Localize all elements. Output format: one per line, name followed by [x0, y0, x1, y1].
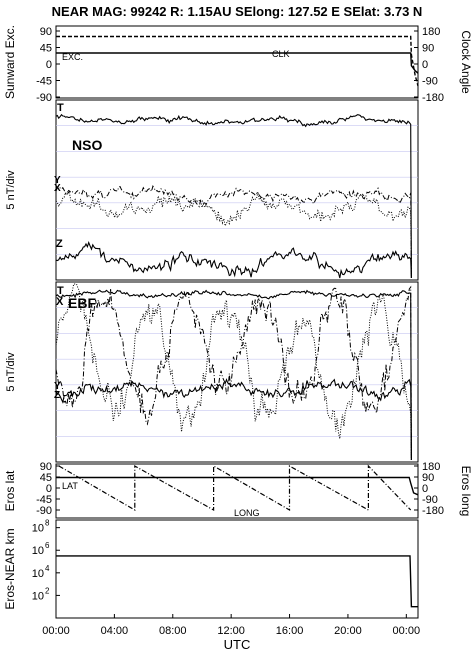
sunward-tick-label: 0 — [46, 59, 52, 71]
sunward-ylabel: Sunward Exc. — [3, 25, 17, 99]
nso-label: NSO — [72, 137, 102, 153]
x-tick-label: 12:00 — [217, 625, 245, 637]
eros-long-line — [58, 464, 412, 512]
eros-lat-tick-label: -45 — [36, 494, 52, 506]
lat-label: LAT — [62, 481, 78, 491]
ebf-component-T — [55, 289, 412, 461]
eros-lat-tick-label: 0 — [46, 483, 52, 495]
nso-component-Z — [55, 240, 412, 279]
nso-T-label: T — [57, 102, 64, 114]
clock-tick-label: 0 — [422, 59, 428, 71]
eros-long-tick-label: -90 — [422, 494, 438, 506]
panel-nso: 5 nT/div NSO T Y X Z — [5, 99, 419, 281]
nso-Y-label: Y — [54, 175, 61, 186]
clock-right-ticks: 180 90 0 -90 -180 — [414, 26, 444, 104]
clock-tick-label: -180 — [422, 92, 444, 104]
ebf-X-label: X — [56, 296, 64, 308]
sunward-left-ticks: 90 45 0 -45 -90 — [36, 26, 60, 104]
x-axis: 00:00 04:00 08:00 12:00 16:00 20:00 00:00 — [42, 614, 420, 637]
eros-lat-tick-label: -90 — [36, 505, 52, 517]
x-axis-label: UTC — [224, 637, 251, 652]
clock-ylabel: Clock Angle — [459, 30, 473, 94]
panel-ebf-frame — [55, 281, 419, 463]
ebf-ylabel: 5 nT/div — [5, 352, 17, 392]
ebf-grid — [56, 307, 418, 437]
panel-sunward-frame — [55, 25, 419, 99]
nso-component-Y — [55, 188, 412, 279]
panel-eros-frame — [55, 463, 419, 519]
x-tick-label: 16:00 — [276, 625, 304, 637]
eros-lat-ylabel: Eros lat — [3, 470, 17, 511]
ebf-series — [55, 283, 412, 461]
sunward-tick-label: -90 — [36, 92, 52, 104]
x-tick-label: 20:00 — [334, 625, 362, 637]
distance-tick-exponent: 6 — [45, 541, 50, 550]
sunward-tick-label: 90 — [40, 26, 52, 38]
nso-component-T — [55, 113, 412, 279]
x-tick-label: 04:00 — [101, 625, 129, 637]
clock-tick-label: 180 — [422, 26, 440, 38]
sunward-line-exc — [56, 52, 419, 74]
distance-tick-label: 10 — [32, 545, 44, 557]
long-label: LONG — [234, 508, 260, 518]
eros-long-tick-label: -180 — [422, 505, 444, 517]
figure-title: NEAR MAG: 99242 R: 1.15AU SElong: 127.52… — [52, 4, 423, 19]
distance-tick-exponent: 4 — [45, 564, 50, 573]
eros-long-tick-label: 90 — [422, 472, 434, 484]
sunward-tick-label: 45 — [40, 43, 52, 55]
eros-lat-tick-label: 45 — [40, 472, 52, 484]
distance-series — [56, 555, 418, 608]
ebf-T-label: T — [57, 285, 64, 297]
clock-tick-label: 90 — [422, 43, 434, 55]
eros-lat-line — [56, 476, 419, 496]
ebf-component-X — [55, 285, 412, 461]
eros-long-tick-label: 180 — [422, 461, 440, 473]
panel-sunward: Sunward Exc. Clock Angle 90 45 0 -45 -90 180… — [3, 25, 473, 104]
ebf-label: EBF — [68, 295, 96, 311]
distance-line — [56, 555, 418, 608]
eros-lat-tick-label: 90 — [40, 461, 52, 473]
eros-series — [56, 464, 419, 512]
sunward-line-clk — [56, 35, 419, 87]
nso-Z-label: Z — [56, 238, 63, 250]
nso-series — [55, 113, 412, 279]
sunward-series — [56, 35, 419, 87]
distance-tick-label: 10 — [32, 568, 44, 580]
panel-ebf: 5 nT/div EBF T X Y Z — [5, 281, 419, 463]
nso-ylabel: 5 nT/div — [5, 170, 17, 210]
distance-ylabel: Eros-NEAR km — [3, 528, 17, 609]
x-tick-label: 00:00 — [42, 625, 70, 637]
ebf-component-Y — [55, 283, 412, 461]
ebf-Y-label: Y — [54, 381, 61, 392]
nso-component-X — [55, 185, 412, 279]
x-tick-label: 00:00 — [393, 625, 421, 637]
ebf-component-Z — [55, 378, 412, 461]
clock-tick-label: -90 — [422, 76, 438, 88]
panel-distance-frame — [55, 519, 419, 619]
eros-long-tick-label: 0 — [422, 483, 428, 495]
nso-grid — [56, 125, 418, 255]
sunward-tick-label: -45 — [36, 76, 52, 88]
ebf-Z-label: Z — [54, 390, 60, 401]
x-tick-label: 08:00 — [159, 625, 187, 637]
distance-tick-label: 10 — [32, 523, 44, 535]
distance-tick-exponent: 2 — [45, 586, 50, 595]
clk-label: CLK — [272, 49, 290, 59]
exc-label: EXC. — [62, 52, 83, 62]
distance-tick-exponent: 8 — [45, 519, 50, 528]
distance-tick-label: 10 — [32, 590, 44, 602]
eros-long-ylabel: Eros long — [459, 466, 473, 517]
